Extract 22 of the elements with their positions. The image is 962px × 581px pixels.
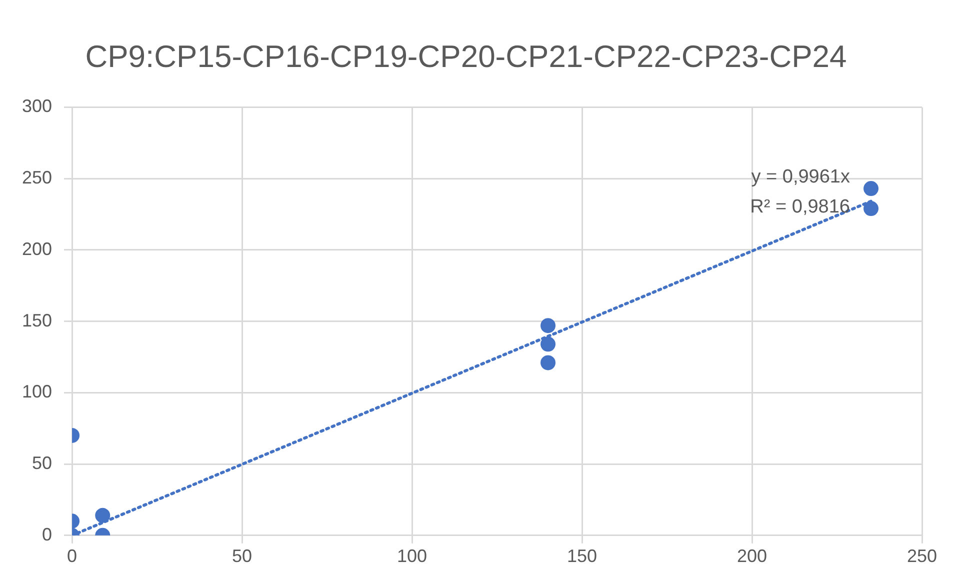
x-tick-label: 150 [566, 546, 598, 566]
x-tick-label: 250 [906, 546, 938, 566]
point [864, 181, 878, 196]
point [540, 318, 556, 334]
annotation: y = 0,9961x [751, 166, 850, 188]
y-tick-label: 200 [22, 238, 52, 259]
point [864, 201, 878, 216]
annotation: R² = 0,9816 [750, 196, 850, 218]
y-tick-label: 300 [22, 96, 52, 116]
x-tick-label: 100 [396, 546, 428, 566]
x-tick-label: 50 [232, 546, 252, 566]
point [540, 336, 556, 352]
chart-title: CP9:CP15-CP16-CP19-CP20-CP21-CP22-CP23-CP24 [85, 39, 847, 74]
y-tick-label: 0 [42, 524, 52, 544]
point [95, 508, 110, 523]
y-tick-label: 50 [32, 453, 52, 473]
x-tick-label: 200 [736, 546, 768, 566]
y-tick-label: 100 [22, 382, 52, 402]
y-tick-label: 250 [22, 168, 52, 188]
y-tick-label: 150 [22, 310, 52, 330]
x-tick-label: 0 [67, 546, 78, 566]
point [540, 355, 556, 370]
